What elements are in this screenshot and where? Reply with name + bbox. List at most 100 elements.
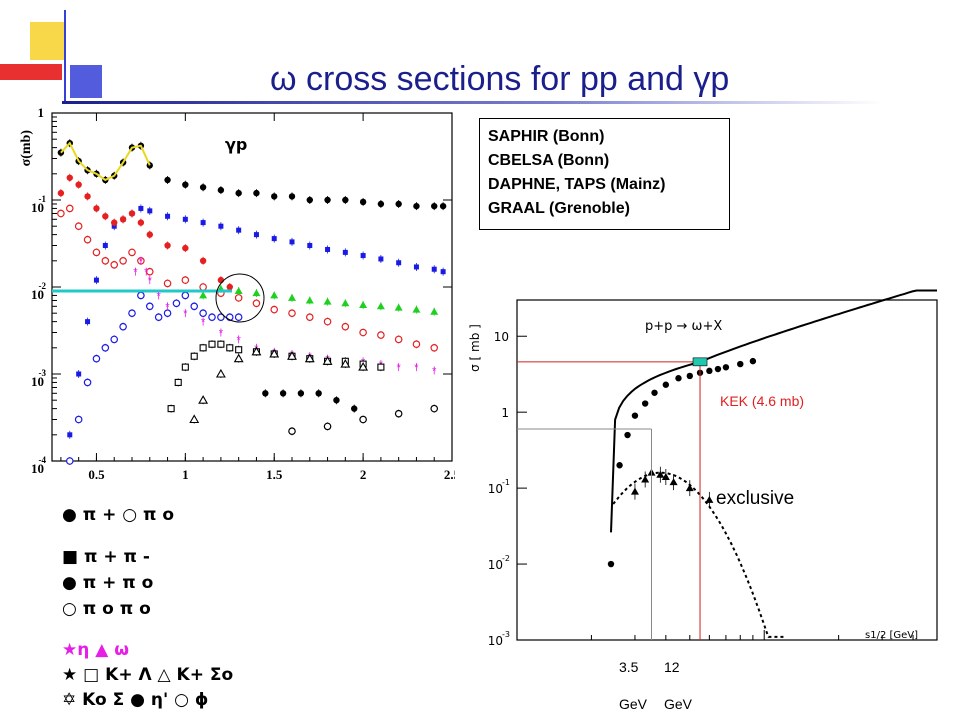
corner-yellow-square xyxy=(30,22,65,60)
data-point xyxy=(199,283,207,291)
data-point xyxy=(218,223,224,229)
data-point xyxy=(324,196,331,204)
data-point xyxy=(101,344,110,352)
y-tick-exponent: -3 xyxy=(39,368,47,378)
data-point xyxy=(65,457,74,465)
inclusive-point xyxy=(607,560,615,568)
data-point xyxy=(164,176,171,184)
legend-row-7: ✡ Ko Σ ● η' ○ ϕ xyxy=(62,690,209,710)
x-tick-label: 0.5 xyxy=(88,467,105,482)
source-graal: GRAAL (Grenoble) xyxy=(488,200,630,217)
data-point xyxy=(83,235,92,244)
data-point xyxy=(359,198,367,206)
data-point xyxy=(288,427,296,436)
legend-row-6: ★ □ K+ Λ △ K+ Σo xyxy=(62,665,234,685)
data-point xyxy=(252,289,261,297)
source-daphne: DAPHNE, TAPS (Mainz) xyxy=(488,176,666,193)
data-point: * xyxy=(219,327,224,339)
data-point: * xyxy=(183,308,188,320)
data-point xyxy=(85,319,91,325)
data-point xyxy=(394,335,403,344)
inclusive-point xyxy=(749,357,757,365)
pp-omega-cross-section-chart: 11010110-110-210-3 σ [ mb ] s1/2 [GeV] p… xyxy=(455,278,960,648)
data-point: * xyxy=(157,290,162,302)
inclusive-point xyxy=(737,360,744,368)
plot-frame-right xyxy=(516,299,938,641)
data-point xyxy=(128,309,136,317)
data-point xyxy=(279,390,287,397)
data-point xyxy=(413,202,420,210)
slide-title: ω cross sections for pp and γp xyxy=(270,60,730,98)
data-point xyxy=(306,196,313,204)
data-point xyxy=(74,415,83,424)
y-tick-label: 10 xyxy=(488,634,503,648)
unit-low-label: GeV xyxy=(619,696,648,712)
data-point xyxy=(163,279,172,288)
data-point xyxy=(396,260,402,266)
data-point xyxy=(323,297,332,305)
y-tick-label: 10 xyxy=(494,330,509,344)
y-tick-label: 10 xyxy=(31,200,44,215)
data-point xyxy=(233,353,244,363)
data-point xyxy=(110,335,119,344)
data-point xyxy=(110,260,119,269)
x-tick-label: 1 xyxy=(182,467,189,482)
data-point xyxy=(413,264,419,270)
inclusive-point xyxy=(616,462,623,469)
data-point xyxy=(430,404,439,413)
inclusive-point xyxy=(631,412,639,419)
data-point xyxy=(307,242,313,248)
corner-vertical-line xyxy=(64,10,66,102)
data-point xyxy=(128,210,136,217)
data-point xyxy=(270,291,279,299)
data-point xyxy=(322,356,333,365)
y-tick-label: 10 xyxy=(31,287,44,302)
data-point xyxy=(101,257,110,265)
data-point xyxy=(262,390,269,397)
data-point xyxy=(217,186,225,194)
y-tick-exponent: -2 xyxy=(502,554,510,563)
data-point xyxy=(287,351,297,360)
data-point xyxy=(75,181,82,188)
y-axis-label-left: σ(mb) xyxy=(19,130,34,167)
data-point xyxy=(342,249,348,255)
data-point xyxy=(145,302,154,311)
data-point xyxy=(234,294,243,302)
data-point xyxy=(66,174,73,181)
data-point xyxy=(147,208,153,214)
legend-row-4: ○ π o π o xyxy=(62,599,151,619)
energy-low-label: 3.5 xyxy=(619,659,639,675)
data-point xyxy=(67,432,73,438)
x-tick-label: 2 xyxy=(360,467,367,482)
data-point xyxy=(288,193,296,200)
data-point: * xyxy=(139,256,144,268)
data-point xyxy=(236,227,242,233)
data-point xyxy=(102,213,109,220)
y-tick-label: 10 xyxy=(31,461,44,476)
data-point xyxy=(430,307,439,315)
data-point xyxy=(165,213,171,219)
data-point xyxy=(92,354,101,363)
data-point: * xyxy=(144,267,149,279)
data-point xyxy=(92,248,101,257)
legend-row-5: ★η ▲ ω xyxy=(62,640,130,660)
data-point xyxy=(182,216,188,222)
data-point xyxy=(378,256,384,262)
data-point xyxy=(65,204,74,213)
corner-red-bar xyxy=(0,64,62,80)
y-tick-exponent: -1 xyxy=(39,194,47,204)
data-point xyxy=(359,301,368,309)
data-point xyxy=(431,266,437,272)
data-point xyxy=(93,205,100,212)
data-point xyxy=(57,189,65,197)
inclusive-point xyxy=(662,381,670,388)
data-point xyxy=(359,415,367,424)
data-point xyxy=(181,363,189,371)
data-point xyxy=(341,322,350,331)
data-point xyxy=(234,286,243,294)
data-point xyxy=(394,303,403,311)
data-point xyxy=(377,363,385,371)
data-point xyxy=(164,242,171,249)
data-point xyxy=(199,257,207,265)
